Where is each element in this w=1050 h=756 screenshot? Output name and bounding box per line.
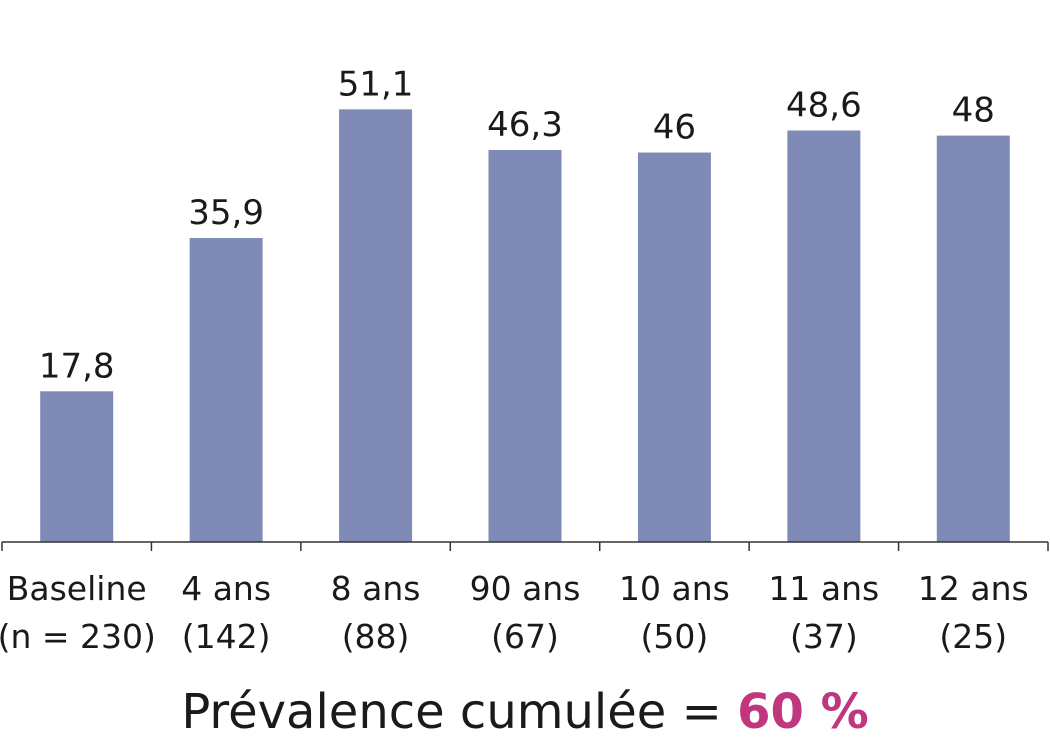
caption-highlight: 60 % <box>737 684 869 740</box>
bar <box>189 238 263 542</box>
bar-value-label: 46,3 <box>487 105 563 145</box>
value-labels-group: 17,8 35,9 51,1 46,3 46 48,6 48 <box>39 64 995 386</box>
category-label: (67) <box>491 617 559 656</box>
category-label: 11 ans <box>768 569 879 608</box>
bar <box>787 130 861 542</box>
category-label: 90 ans <box>470 569 581 608</box>
category-label: (142) <box>182 617 271 656</box>
bar-value-label: 35,9 <box>188 193 264 233</box>
category-label: (37) <box>790 617 858 656</box>
x-axis <box>1 541 1049 551</box>
bar <box>936 135 1010 542</box>
bar-chart: 17,8 35,9 51,1 46,3 46 48,6 48 Baseline (n = 23… <box>0 64 1049 656</box>
bar <box>637 152 711 543</box>
category-label: (n = 230) <box>0 617 156 656</box>
category-label: (50) <box>641 617 709 656</box>
category-label: 10 ans <box>619 569 730 608</box>
category-label: (88) <box>342 617 410 656</box>
bar <box>488 149 562 542</box>
bar-value-label: 46 <box>653 108 696 148</box>
bar-value-label: 48,6 <box>786 86 862 126</box>
bar-value-label: 48 <box>952 91 995 131</box>
bar-value-label: 17,8 <box>39 346 115 386</box>
bar <box>339 109 413 542</box>
bar <box>40 391 114 542</box>
category-label: 12 ans <box>918 569 1029 608</box>
bars-group <box>40 109 1010 543</box>
category-label: 8 ans <box>331 569 421 608</box>
category-label: Baseline <box>7 569 147 608</box>
caption-text: Prévalence cumulée = <box>181 684 738 740</box>
cumulative-prevalence-caption: Prévalence cumulée = 60 % <box>0 682 1050 742</box>
category-label: (25) <box>939 617 1007 656</box>
bar-value-label: 51,1 <box>338 64 414 104</box>
category-label: 4 ans <box>181 569 271 608</box>
category-labels-group: Baseline (n = 230) 4 ans (142) 8 ans (88) 90 a… <box>0 569 1029 656</box>
